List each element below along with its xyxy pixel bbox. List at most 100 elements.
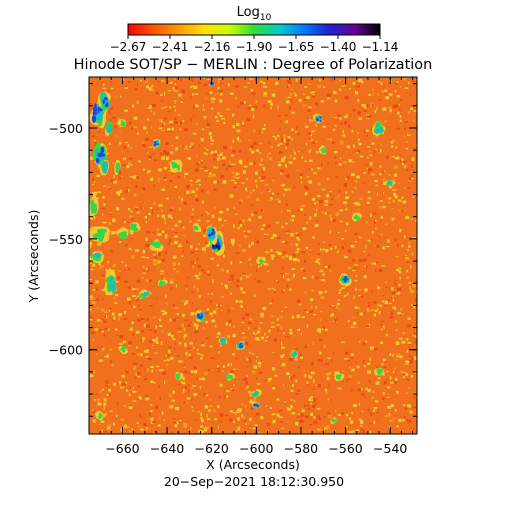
speckle-dot [281,157,286,159]
speckle-dot [268,377,272,380]
speckle-dot [291,128,294,132]
speckle-dot [396,293,398,295]
speckle-dot [174,121,179,125]
speckle-dot [403,164,407,168]
speckle-dot [353,144,355,148]
speckle-dot [391,287,394,290]
speckle-dot [310,362,314,366]
speckle-dot [178,360,183,363]
speckle-dot [355,150,358,152]
speckle-dot [211,292,213,295]
speckle-dot [148,169,151,172]
speckle-dot [243,230,246,232]
speckle-dot [270,254,275,258]
x-tick-label: −540 [373,441,407,456]
speckle-dot [295,232,298,234]
speckle-dot [112,318,114,322]
speckle-dot [370,172,375,176]
speckle-dot [206,414,208,418]
speckle-dot [226,208,229,211]
polarization-patch [332,418,336,421]
speckle-dot [408,283,412,285]
speckle-dot [160,341,163,345]
speckle-dot [263,93,267,97]
speckle-dot [145,250,147,253]
speckle-dot [281,290,284,293]
speckle-dot [286,278,290,281]
speckle-dot [326,194,330,198]
speckle-dot [182,145,185,148]
speckle-dot [119,130,122,132]
speckle-dot [196,288,199,292]
speckle-dot [309,138,313,142]
speckle-dot [103,430,107,433]
speckle-dot [170,151,174,154]
speckle-dot [227,83,230,87]
speckle-dot [355,86,359,88]
speckle-dot [193,285,196,288]
speckle-dot [273,288,276,291]
speckle-dot [227,165,232,168]
speckle-dot [101,429,103,433]
speckle-dot [145,220,147,224]
speckle-dot [331,359,333,362]
speckle-dot [222,254,225,258]
speckle-dot [132,400,137,402]
speckle-dot [294,94,297,97]
speckle-dot [369,103,373,105]
speckle-dot [247,230,251,233]
polarization-patch [97,229,104,235]
speckle-dot [200,161,203,164]
speckle-dot [107,186,111,188]
speckle-dot [108,109,110,114]
speckle-dot [287,217,289,219]
speckle-dot [395,377,398,381]
speckle-dot [121,197,125,201]
speckle-dot [369,422,373,425]
speckle-dot [413,235,415,238]
speckle-dot [219,383,223,387]
speckle-dot [136,422,139,424]
speckle-dot [114,302,118,305]
speckle-dot [383,325,385,329]
speckle-dot [92,410,96,413]
speckle-dot [338,289,343,291]
speckle-dot [258,215,262,219]
speckle-dot [400,313,404,315]
speckle-dot [116,207,120,211]
speckle-dot [321,279,326,282]
map-speckle [89,77,417,434]
speckle-dot [304,160,307,163]
speckle-dot [289,288,292,291]
speckle-dot [226,167,228,171]
speckle-dot [328,244,332,247]
speckle-dot [103,406,105,410]
speckle-dot [216,264,219,267]
speckle-dot [183,201,187,205]
speckle-dot [175,147,178,151]
speckle-dot [313,314,316,316]
polarization-patch [128,226,134,230]
speckle-dot [216,120,219,122]
speckle-dot [151,417,154,421]
speckle-dot [386,155,389,160]
speckle-dot [246,196,251,198]
speckle-dot [164,277,166,280]
speckle-dot [246,231,248,235]
speckle-dot [319,351,322,355]
speckle-dot [374,110,377,114]
speckle-dot [337,414,342,416]
speckle-dot [104,413,108,415]
speckle-dot [135,330,140,334]
speckle-dot [410,218,414,221]
speckle-dot [236,122,240,127]
speckle-dot [232,411,237,414]
speckle-dot [390,381,394,384]
plot-frame [88,76,418,435]
speckle-dot [274,338,277,342]
speckle-dot [272,419,276,424]
speckle-dot [367,362,371,365]
speckle-dot [330,114,332,117]
speckle-dot [198,295,201,298]
speckle-dot [364,395,366,398]
